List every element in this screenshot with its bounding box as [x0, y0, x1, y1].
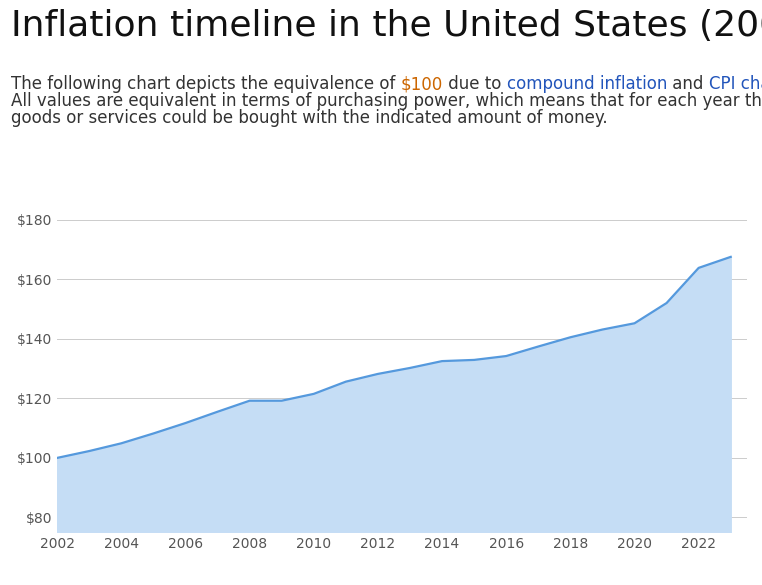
Text: All values are equivalent in terms of purchasing power, which means that for eac: All values are equivalent in terms of pu…	[11, 92, 762, 110]
Text: The following chart depicts the equivalence of: The following chart depicts the equivale…	[11, 75, 401, 93]
Text: Inflation timeline in the United States (2002 - 2023): Inflation timeline in the United States …	[11, 9, 762, 43]
Text: and: and	[668, 75, 709, 93]
Text: goods or services could be bought with the indicated amount of money.: goods or services could be bought with t…	[11, 109, 608, 127]
Text: $100: $100	[401, 75, 443, 93]
Text: due to: due to	[443, 75, 507, 93]
Text: compound inflation: compound inflation	[507, 75, 668, 93]
Text: CPI changes: CPI changes	[709, 75, 762, 93]
